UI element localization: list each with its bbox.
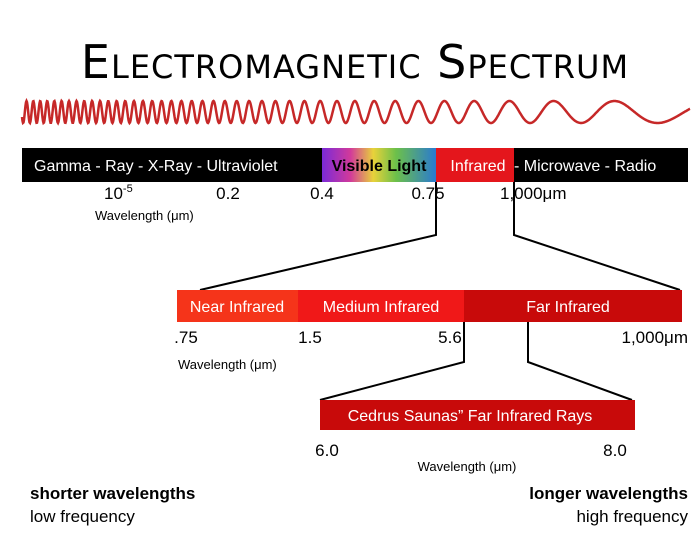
tick-label: 5.6 <box>438 328 462 347</box>
medium-band <box>298 290 464 322</box>
wave <box>20 97 691 126</box>
tick-label: 8.0 <box>603 441 627 460</box>
segment-label: - Microwave - Radio <box>514 158 656 175</box>
sauna-band <box>320 400 635 430</box>
tick-exponent: -5 <box>123 183 133 195</box>
title: Electromagnetic Spectrum <box>81 35 629 89</box>
sauna-label: Cedrus Saunas” Far Infrared Rays <box>348 408 593 425</box>
segment-label: Gamma - Ray - X-Ray - Ultraviolet <box>34 158 278 175</box>
segment-label: Far Infrared <box>526 299 610 316</box>
tick-label: .75 <box>174 328 198 347</box>
far-band <box>464 290 682 322</box>
tick-label: 0.2 <box>216 184 240 203</box>
tick-label: 1,000μm <box>622 328 689 347</box>
infrared-band <box>436 148 514 182</box>
tick-label: 1,000μm <box>500 184 567 203</box>
zoom-line <box>527 322 633 401</box>
footer-title: longer wavelengths <box>529 484 688 503</box>
zoom-line <box>199 182 437 291</box>
segment-label: Infrared <box>450 158 505 175</box>
axis-label: Wavelength (μm) <box>178 357 277 372</box>
zoom-line <box>513 182 681 291</box>
segment-label: Medium Infrared <box>323 299 440 316</box>
footer-subtitle: low frequency <box>30 507 135 526</box>
tick-label: 0.75 <box>411 184 444 203</box>
tick-label: 10-5 <box>104 183 133 203</box>
tick-label: 0.4 <box>310 184 334 203</box>
tick-label: 1.5 <box>298 328 322 347</box>
zoom-line <box>319 322 465 401</box>
axis-label: Wavelength (μm) <box>418 459 517 474</box>
tick-label: 6.0 <box>315 441 339 460</box>
footer-subtitle: high frequency <box>576 507 688 526</box>
footer-title: shorter wavelengths <box>30 484 195 503</box>
segment-label: Visible Light <box>332 158 428 175</box>
tick-base: 10 <box>104 184 123 203</box>
near-band <box>177 290 298 322</box>
visible-band <box>322 148 436 182</box>
axis-label: Wavelength (μm) <box>95 208 194 223</box>
segment-label: Near Infrared <box>190 299 284 316</box>
